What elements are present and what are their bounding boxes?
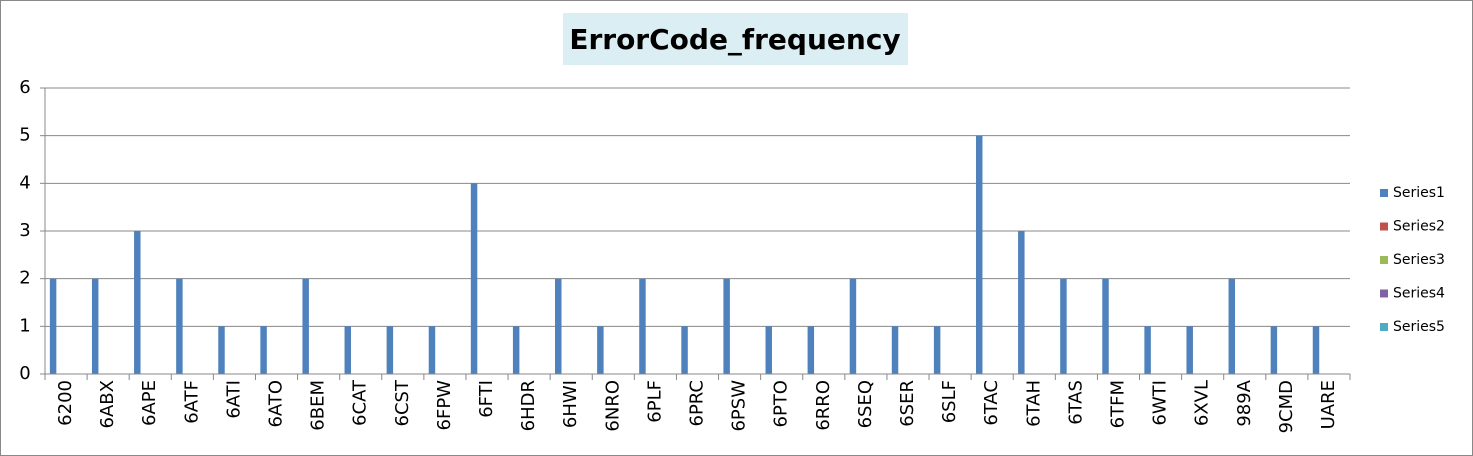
chart-title: ErrorCode_frequency: [569, 23, 900, 56]
bar: [260, 326, 267, 374]
x-tick-label: 6CAT: [350, 379, 371, 426]
legend-label: Series3: [1393, 252, 1445, 268]
bar: [302, 278, 309, 374]
bar: [1018, 231, 1025, 374]
x-tick-label: UARE: [1318, 380, 1339, 429]
legend-swatch: [1380, 222, 1388, 231]
y-tick-label: 0: [19, 363, 30, 384]
x-tick-label: 6TAS: [1065, 380, 1086, 425]
bar: [1228, 278, 1236, 374]
x-tick-label: 6ABX: [97, 380, 118, 428]
x-tick-label: 6PRC: [687, 380, 708, 427]
legend-label: Series4: [1393, 286, 1445, 302]
x-tick-label: 6HDR: [518, 380, 539, 431]
bar: [681, 326, 688, 374]
bar: [386, 326, 394, 374]
legend-swatch: [1380, 256, 1388, 264]
bar: [470, 183, 478, 374]
bar: [765, 326, 772, 374]
bar: [1186, 326, 1193, 374]
bar: [176, 278, 183, 374]
x-tick-label: 6FPW: [434, 380, 455, 431]
legend-label: Series1: [1393, 185, 1445, 201]
bar: [134, 231, 141, 374]
bar: [1270, 326, 1278, 374]
bar: [555, 278, 562, 374]
x-tick-label: 6XVL: [1192, 380, 1213, 426]
bar: [49, 278, 57, 374]
x-tick-label: 6SEQ: [855, 380, 876, 428]
y-tick-label: 1: [19, 315, 30, 336]
bar: [849, 278, 857, 374]
x-tick-label: 9CMD: [1276, 380, 1297, 433]
y-tick-label: 6: [19, 77, 30, 98]
bar: [807, 326, 815, 374]
x-tick-label: 6APE: [139, 380, 160, 426]
legend-swatch: [1380, 323, 1388, 331]
x-tick-label: 6BEM: [308, 380, 329, 431]
x-tick-label: 6RRO: [813, 380, 834, 431]
bar: [428, 326, 436, 374]
bar: [597, 326, 604, 374]
title-box: [563, 13, 908, 65]
y-tick-label: 4: [19, 172, 30, 193]
x-tick-label: 6PTO: [771, 380, 792, 427]
y-tick-label: 5: [19, 125, 30, 146]
bar: [1102, 278, 1109, 374]
legend-swatch: [1380, 289, 1388, 298]
x-tick-label: 6ATI: [223, 380, 244, 419]
bar: [891, 326, 899, 374]
bar: [218, 326, 225, 374]
bar: [512, 326, 520, 374]
x-tick-label: 6PLF: [644, 380, 665, 423]
bar: [723, 278, 730, 374]
y-tick-label: 2: [19, 268, 30, 289]
bar: [639, 278, 646, 374]
x-tick-label: 6TFM: [1107, 380, 1128, 428]
x-tick-label: 6NRO: [602, 380, 623, 432]
x-tick-label: 6FTI: [476, 380, 497, 418]
y-tick-label: 3: [19, 220, 30, 241]
bar: [344, 326, 352, 374]
bar: [975, 135, 983, 374]
x-tick-label: 6ATO: [266, 380, 287, 428]
bar: [1312, 326, 1320, 374]
legend-label: Series5: [1393, 319, 1445, 335]
x-tick-label: 6ATF: [181, 380, 202, 424]
x-tick-label: 6TAH: [1023, 380, 1044, 427]
x-tick-label: 6SER: [897, 380, 918, 427]
x-tick-label: 6CST: [392, 379, 413, 426]
bar: [1144, 326, 1151, 374]
bar: [1060, 278, 1067, 374]
x-tick-label: 6200: [55, 380, 76, 426]
legend-label: Series2: [1393, 219, 1445, 235]
x-tick-label: 6SLF: [939, 380, 960, 423]
x-tick-label: 6WTI: [1150, 380, 1171, 426]
x-tick-label: 6HWI: [560, 380, 581, 428]
x-tick-label: 989A: [1234, 379, 1255, 426]
bar: [91, 278, 99, 374]
x-tick-label: 6PSW: [729, 380, 750, 432]
x-tick-label: 6TAC: [981, 380, 1002, 426]
legend-swatch: [1380, 189, 1388, 197]
bar: [933, 326, 941, 374]
